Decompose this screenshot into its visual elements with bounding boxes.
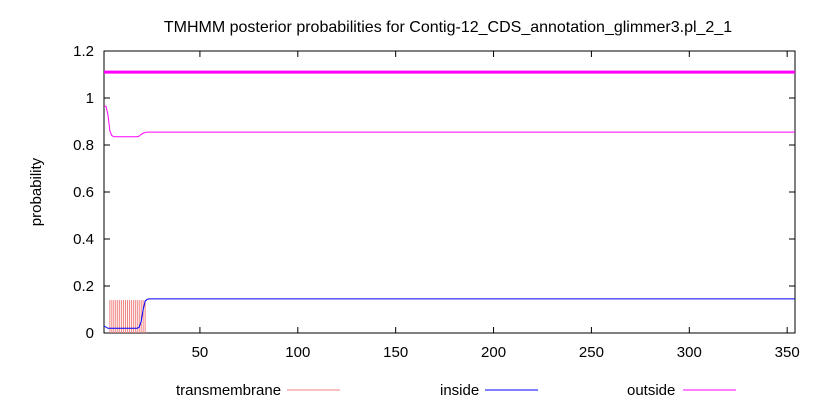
- x-tick-label: 200: [481, 344, 506, 361]
- series-inside-line: [103, 298, 795, 329]
- y-tick-label: 0: [86, 325, 94, 342]
- x-tick-label: 250: [579, 344, 604, 361]
- y-tick-label: 0.6: [73, 184, 94, 201]
- y-tick-label: 1: [86, 90, 94, 107]
- x-tick-label: 100: [285, 344, 310, 361]
- legend-label-transmembrane: transmembrane: [176, 382, 281, 399]
- x-tick-label: 150: [383, 344, 408, 361]
- x-tick-label: 300: [677, 344, 702, 361]
- y-tick-label: 1.2: [73, 43, 94, 60]
- y-tick-label: 0.8: [73, 137, 94, 154]
- legend-label-inside: inside: [440, 382, 479, 399]
- y-tick-label: 0.2: [73, 278, 94, 295]
- y-tick-label: 0.4: [73, 231, 94, 248]
- chart-title: TMHMM posterior probabilities for Contig…: [164, 19, 732, 36]
- x-tick-label: 50: [192, 344, 209, 361]
- legend: transmembrane inside outside: [176, 382, 736, 399]
- plot-frame: [103, 50, 796, 334]
- legend-label-outside: outside: [627, 382, 675, 399]
- y-axis-title: probability: [28, 157, 45, 226]
- plot-area: 0 0.2 0.4 0.6 0.8 1 1.2 50 100 150 200 250 300 350: [73, 43, 800, 361]
- series-transmembrane: [109, 300, 146, 333]
- series-outside-line: [104, 105, 795, 138]
- x-tick-label: 350: [775, 344, 800, 361]
